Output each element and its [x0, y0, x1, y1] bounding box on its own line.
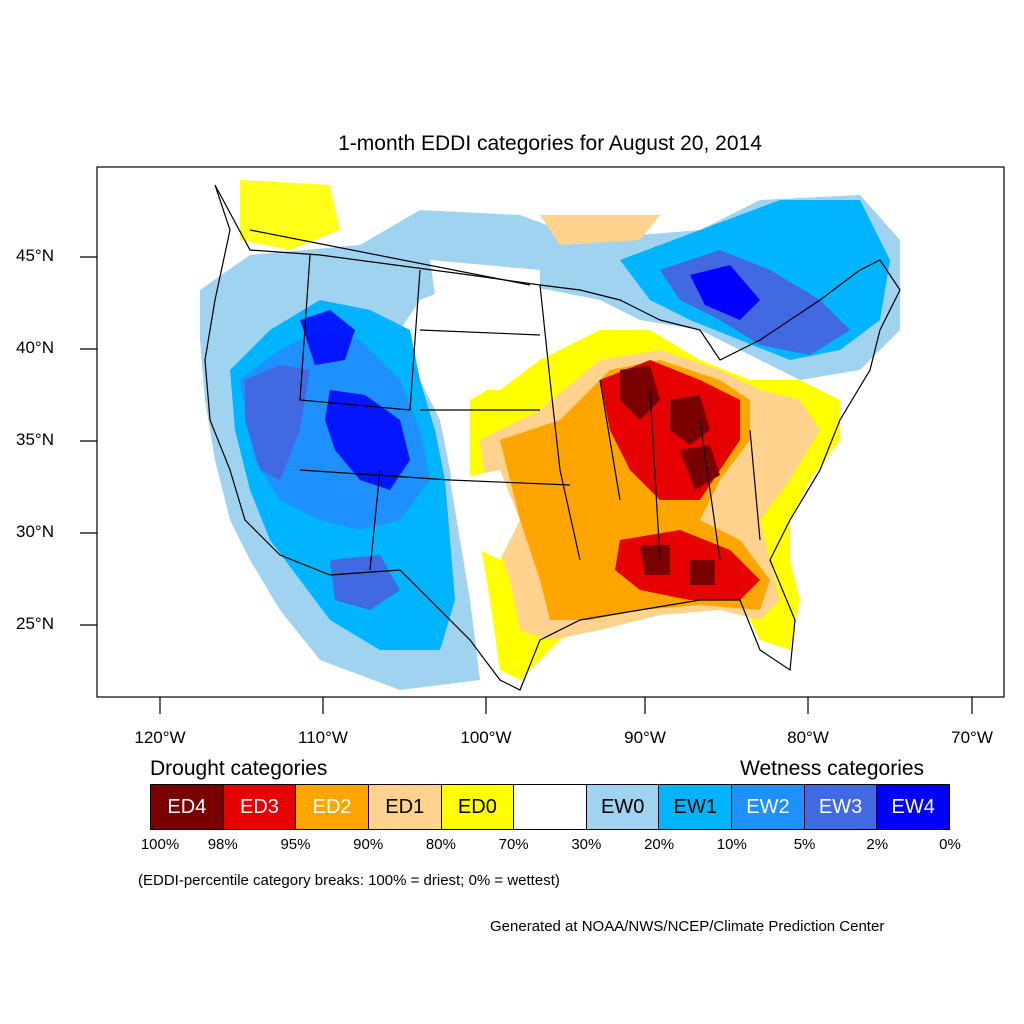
legend-swatch-ed4: ED4	[151, 785, 224, 829]
legend-swatch-ew2: EW2	[732, 785, 805, 829]
plot-frame	[96, 166, 1005, 698]
drought-heading: Drought categories	[150, 757, 328, 780]
percent-break-label: 80%	[425, 836, 456, 853]
percent-break-label: 90%	[353, 836, 384, 853]
category-legend: ED4 ED3 ED2 ED1 ED0 EW0 EW1 EW2 EW3 EW4	[150, 784, 950, 830]
percent-break-label: 98%	[207, 836, 238, 853]
lon-label-120: 120°W	[134, 728, 186, 747]
percent-break-label: 100%	[140, 836, 180, 853]
state-lines-2	[299, 329, 571, 571]
lat-label-40: 40°N	[16, 338, 54, 357]
lon-label-90: 90°W	[624, 728, 666, 747]
lat-label-45: 45°N	[16, 246, 54, 265]
region-ed4-il	[620, 365, 660, 420]
legend-swatch-ew3: EW3	[804, 785, 878, 829]
region-ew4-ne	[690, 265, 760, 320]
category-regions	[200, 180, 900, 690]
lon-label-70: 70°W	[951, 728, 993, 747]
axis-ticks	[80, 256, 973, 714]
region-ew3-az	[330, 555, 400, 610]
lat-label-30: 30°N	[16, 522, 54, 541]
map-title: 1-month EDDI categories for August 20, 2…	[338, 132, 762, 155]
state-lines-3	[539, 284, 761, 561]
legend-swatch-ed2: ED2	[296, 785, 369, 829]
region-yellow-nw	[240, 180, 340, 250]
legend-swatch-ed3: ED3	[223, 785, 297, 829]
lon-label-100: 100°W	[460, 728, 512, 747]
percent-break-label: 2%	[866, 836, 889, 853]
region-ed4-ind	[670, 395, 710, 445]
percent-break-label: 0%	[939, 836, 961, 853]
legend-swatch-ed0: ED0	[441, 785, 515, 829]
region-ed4-ky	[680, 445, 720, 490]
legend-swatch-ew1: EW1	[659, 785, 733, 829]
boundaries	[204, 184, 901, 691]
region-ew4-idaho	[300, 310, 355, 365]
region-ew3-west	[245, 365, 310, 480]
region-ed4-al	[690, 560, 715, 585]
legend-swatch-neutral	[514, 785, 587, 829]
region-white-plains-south	[450, 470, 520, 560]
percent-break-label: 30%	[571, 836, 602, 853]
state-lines-1	[299, 254, 421, 411]
lat-label-25: 25°N	[16, 614, 54, 633]
legend-swatch-ew0: EW0	[586, 785, 660, 829]
category-note: (EDDI-percentile category breaks: 100% =…	[138, 872, 560, 889]
region-ed4-south	[640, 545, 670, 575]
percent-break-label: 20%	[644, 836, 675, 853]
us-outline	[204, 184, 901, 691]
region-ew4-utah	[325, 390, 410, 490]
border-49n	[249, 229, 531, 286]
lon-label-80: 80°W	[787, 728, 829, 747]
credit-line: Generated at NOAA/NWS/NCEP/Climate Predi…	[490, 918, 885, 935]
region-white-plains	[430, 260, 540, 390]
percent-break-label: 70%	[498, 836, 529, 853]
percent-break-label: 10%	[716, 836, 747, 853]
percent-break-label: 5%	[793, 836, 816, 853]
percent-break-label: 95%	[280, 836, 311, 853]
legend-swatch-ed1: ED1	[368, 785, 442, 829]
legend-swatch-ew4: EW4	[877, 785, 950, 829]
lat-label-35: 35°N	[16, 430, 54, 449]
lon-label-110: 110°W	[298, 728, 348, 747]
region-ed1-lake	[540, 215, 660, 245]
wetness-heading: Wetness categories	[740, 757, 925, 780]
